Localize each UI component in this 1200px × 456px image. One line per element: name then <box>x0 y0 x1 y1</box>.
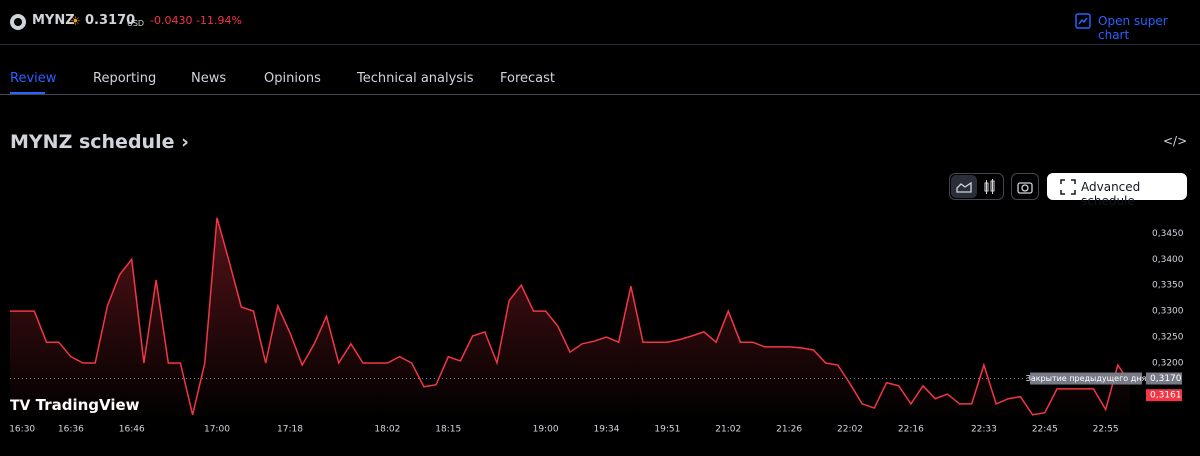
brand-name: TradingView <box>35 396 140 414</box>
change-pct: -11.94% <box>196 14 242 27</box>
change: -0.0430 <box>150 14 193 27</box>
section-title-text: MYNZ schedule <box>10 131 175 153</box>
tab[interactable]: Review <box>10 71 57 86</box>
x-tick-label: 16:30 <box>9 425 35 435</box>
x-tick-label: 22:45 <box>1032 425 1058 435</box>
y-tick-label: 0,3450 <box>1152 229 1184 239</box>
tab[interactable]: Technical analysis <box>357 71 474 86</box>
area-icon <box>956 181 972 193</box>
y-tick-label: 0,3400 <box>1152 255 1184 265</box>
reference-label-bg <box>1030 372 1142 385</box>
tab-underline <box>10 92 45 94</box>
x-tick-label: 16:36 <box>58 425 84 435</box>
candle-icon[interactable] <box>983 179 997 195</box>
tab-bar: Review Reporting News Opinions Technical… <box>0 70 1200 95</box>
last-value-bg <box>1146 389 1182 402</box>
y-tick-label: 0,3250 <box>1152 333 1184 343</box>
tab[interactable]: Reporting <box>93 71 157 86</box>
x-tick-label: 22:33 <box>971 425 997 435</box>
x-tick-label: 22:02 <box>837 425 863 435</box>
tab[interactable]: Forecast <box>500 71 556 86</box>
x-tick-label: 19:51 <box>654 425 680 435</box>
x-tick-label: 17:00 <box>204 425 230 435</box>
super-chart-icon <box>1075 13 1091 29</box>
tab[interactable]: Opinions <box>264 71 321 86</box>
price: 0.3170 <box>85 13 136 28</box>
advanced-label: Advanced schedule <box>1081 180 1141 208</box>
fullscreen-icon <box>1060 179 1076 195</box>
reference-value: 0,3170 <box>1150 374 1182 384</box>
symbol-logo <box>10 14 26 30</box>
reference-value-bg <box>1146 372 1182 385</box>
x-tick-label: 18:02 <box>374 425 400 435</box>
last-value-label: 0,3161 <box>1150 391 1182 401</box>
brand: 𝗧𝗩 TradingView <box>10 396 140 414</box>
advanced-button[interactable]: Advanced schedule <box>1047 173 1187 208</box>
market-icon: ☀ <box>70 14 81 28</box>
area-fill <box>10 217 1130 420</box>
x-tick-label: 18:15 <box>435 425 461 435</box>
x-tick-label: 22:16 <box>898 425 924 435</box>
x-tick-label: 19:34 <box>594 425 620 435</box>
top-bar: MYNZ ☀ 0.3170 USD -0.0430 -11.94% Open s… <box>0 0 1200 45</box>
tab[interactable]: News <box>191 71 227 86</box>
y-tick-label: 0,3200 <box>1152 358 1184 368</box>
snapshot-button[interactable] <box>1011 173 1039 200</box>
chart-style-group <box>949 173 1004 200</box>
brand-logo: 𝗧𝗩 <box>10 398 31 414</box>
camera-icon <box>1017 182 1033 194</box>
symbol: MYNZ <box>32 13 75 28</box>
y-tick-label: 0,3350 <box>1152 281 1184 291</box>
x-tick-label: 19:00 <box>533 425 559 435</box>
x-tick-label: 17:18 <box>277 425 303 435</box>
currency: USD <box>127 19 145 28</box>
embed-icon[interactable]: </> <box>1163 134 1188 148</box>
x-tick-label: 21:26 <box>776 425 802 435</box>
price-line <box>10 217 1131 416</box>
x-tick-label: 21:02 <box>715 425 741 435</box>
y-tick-label: 0,3300 <box>1152 307 1184 317</box>
section-title[interactable]: MYNZ schedule › <box>10 131 189 153</box>
x-tick-label: 22:55 <box>1093 425 1119 435</box>
x-tick-label: 16:46 <box>119 425 145 435</box>
reference-label: Закрытие предыдущего дня <box>1026 374 1147 383</box>
super-chart-link[interactable]: Open super chart <box>1098 14 1168 42</box>
